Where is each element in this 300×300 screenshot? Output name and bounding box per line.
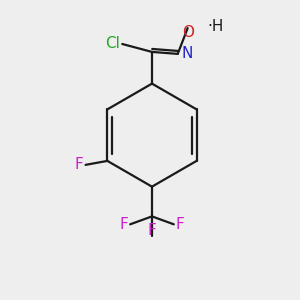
Text: F: F [119,217,128,232]
Text: O: O [182,25,194,40]
Text: ·H: ·H [208,19,224,34]
Text: F: F [75,158,84,172]
Text: F: F [148,223,156,238]
Text: N: N [182,46,193,62]
Text: Cl: Cl [105,37,120,52]
Text: F: F [176,217,184,232]
